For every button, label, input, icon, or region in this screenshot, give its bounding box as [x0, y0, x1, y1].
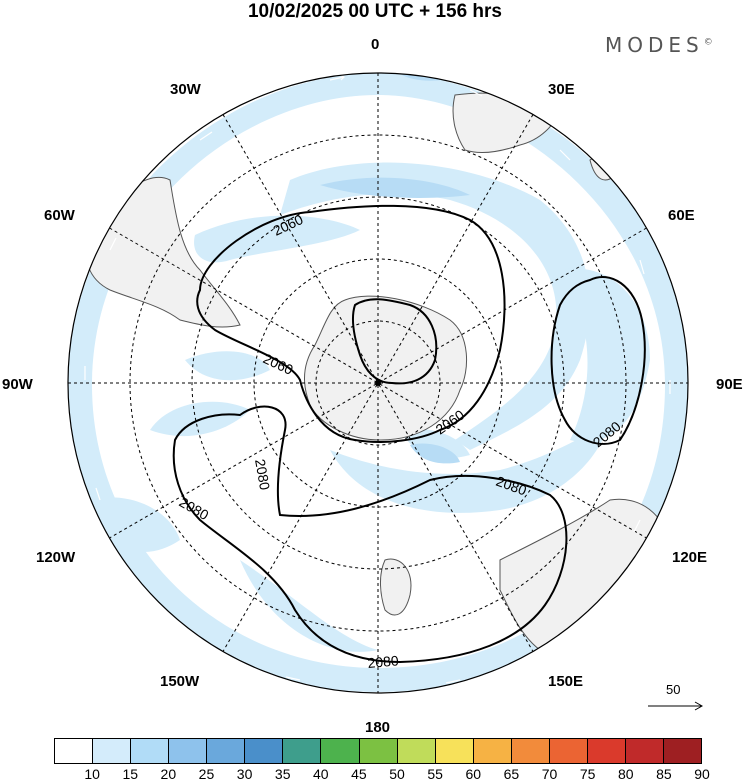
- colorbar-swatch: [435, 739, 474, 763]
- lon-label-120e: 120E: [672, 549, 707, 566]
- colorbar-swatch: [207, 739, 246, 763]
- colorbar-swatch: [549, 739, 588, 763]
- colorbar-ticks: 10 15 20 25 30 35 40 45 50 55 60 65 70 75 80 85 90: [54, 766, 709, 782]
- colorbar-swatch: [359, 739, 398, 763]
- colorbar-tick-label: 35: [274, 766, 291, 782]
- contour-2060-outer: [196, 204, 506, 443]
- lon-label-180: 180: [365, 719, 390, 736]
- colorbar-tick-label: 25: [198, 766, 215, 782]
- contour-2080-south: [172, 405, 568, 664]
- longitude-labels: 0 30E 60E 90E 120E 150E 180 150W 120W 90…: [2, 36, 743, 736]
- colorbar-swatch: [511, 739, 550, 763]
- lon-label-30w: 30W: [170, 81, 202, 98]
- lon-label-120w: 120W: [36, 549, 76, 566]
- colorbar-tick-label: 50: [389, 766, 405, 782]
- colorbar-swatch: [321, 739, 360, 763]
- south-america: [85, 176, 241, 328]
- geopotential-contours: [172, 204, 646, 664]
- colorbar-swatch: [93, 739, 132, 763]
- colorbar-swatch: [283, 739, 322, 763]
- colorbar-swatch: [245, 739, 284, 763]
- colorbar-tick-label: 30: [236, 766, 253, 782]
- colorbar-tick-label: 55: [427, 766, 443, 782]
- colorbar-tick-label: 60: [465, 766, 482, 782]
- graticule: [68, 73, 688, 693]
- colorbar-swatch: [473, 739, 512, 763]
- colorbar-swatch: [664, 739, 702, 763]
- new-zealand: [380, 558, 412, 616]
- colorbar-swatch: [169, 739, 208, 763]
- colorbar-tick-label: 75: [579, 766, 596, 782]
- contour-2080-east: [550, 275, 646, 445]
- map-boundary: [67, 72, 689, 694]
- lon-label-150w: 150W: [160, 673, 200, 690]
- colorbar: [54, 738, 702, 764]
- south-pole-marker: [375, 380, 381, 386]
- lon-label-150e: 150E: [548, 673, 583, 690]
- colorbar-tick-label: 10: [84, 766, 100, 782]
- reference-vector-label: 50: [666, 682, 681, 697]
- colorbar-tick-label: 15: [122, 766, 139, 782]
- colorbar-swatch: [397, 739, 436, 763]
- lon-label-30e: 30E: [548, 81, 575, 98]
- lon-label-60e: 60E: [668, 207, 695, 224]
- colorbar-tick-label: 65: [503, 766, 520, 782]
- colorbar-tick-label: 85: [656, 766, 672, 782]
- colorbar-swatch: [55, 739, 94, 763]
- colorbar-tick-label: 45: [351, 766, 367, 782]
- lon-label-90w: 90W: [2, 376, 34, 393]
- colorbar-swatch: [587, 739, 626, 763]
- reference-arrow-icon: [648, 701, 704, 711]
- map-title: 10/02/2025 00 UTC + 156 hrs: [247, 1, 503, 22]
- contour-2060-inner: [351, 298, 438, 385]
- antarctica: [304, 295, 468, 441]
- brand-logo: MODES©: [605, 33, 713, 57]
- colorbar-tick-label: 20: [160, 766, 177, 782]
- contour-label: 2080: [252, 458, 273, 492]
- map-disk: [68, 73, 688, 693]
- brand-name: MODES: [605, 33, 704, 57]
- reference-vector: 50: [646, 682, 706, 722]
- lon-label-90e: 90E: [716, 376, 743, 393]
- colorbar-swatch: [625, 739, 664, 763]
- lon-label-0: 0: [371, 36, 379, 53]
- colorbar-tick-label: 70: [541, 766, 558, 782]
- brand-mark: ©: [703, 37, 713, 48]
- colorbar-tick-label: 80: [617, 766, 634, 782]
- lon-label-60w: 60W: [44, 207, 76, 224]
- colorbar-tick-label: 90: [694, 766, 710, 782]
- colorbar-tick-label: 40: [313, 766, 329, 782]
- contour-label: 2080: [367, 652, 400, 671]
- colorbar-swatch: [131, 739, 170, 763]
